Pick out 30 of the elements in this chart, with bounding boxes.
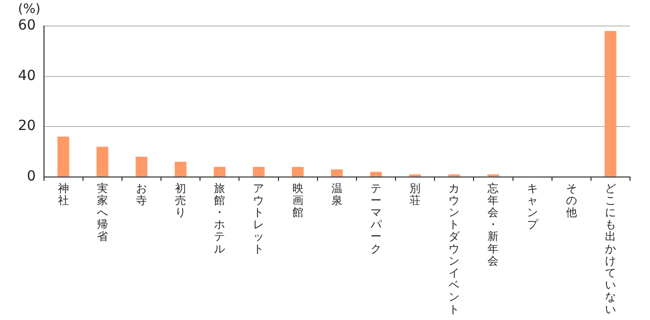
x-tick-label: 初売り	[175, 182, 186, 220]
x-tick-label: 別荘	[410, 182, 421, 207]
y-tick-label: 40	[18, 68, 36, 84]
category-label: カウントダウンイベント	[448, 182, 460, 316]
y-tick-label: 20	[18, 118, 36, 134]
bar	[604, 31, 616, 176]
bar	[57, 136, 70, 176]
bar	[370, 172, 382, 176]
x-tick-label: 温泉	[331, 182, 342, 207]
x-tick-label: その他	[566, 182, 577, 220]
x-tick-label: キャンプ	[526, 182, 539, 232]
x-tick-label: 映画館	[292, 182, 304, 220]
bar	[331, 169, 343, 176]
x-tick-label: 実家へ帰省	[96, 182, 108, 244]
x-tick-label: お寺	[136, 182, 148, 207]
y-tick-label: 60	[18, 18, 36, 34]
bar	[96, 146, 108, 176]
bar	[214, 166, 226, 176]
y-tick-label: 0	[26, 168, 36, 185]
x-tick-label: アウトレット	[253, 182, 264, 256]
bar	[252, 166, 265, 176]
y-axis-title: (%)	[18, 2, 40, 17]
x-tick-label: 旅館・ホテル	[214, 182, 226, 256]
x-tick-label: テーマパーク	[369, 182, 382, 256]
x-tick-label: 神社	[58, 182, 69, 207]
bar	[136, 156, 148, 176]
x-tick-label: 忘年会・新年会	[488, 182, 499, 268]
category-label: どこにも出かけていない	[604, 182, 616, 316]
bar	[292, 166, 304, 176]
bar	[174, 162, 186, 176]
